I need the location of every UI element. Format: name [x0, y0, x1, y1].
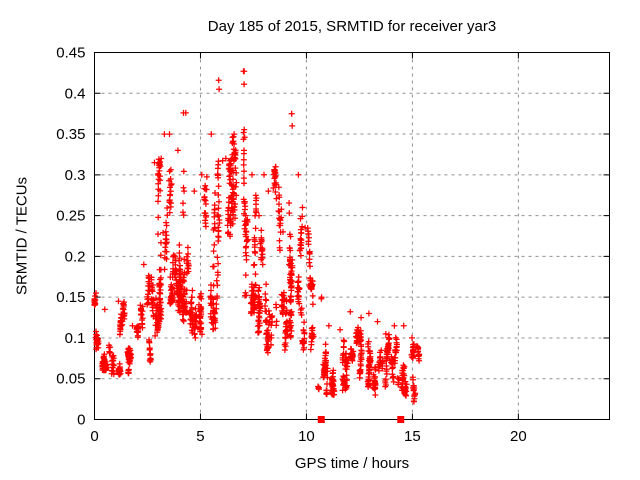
y-tick-label: 0.05 [56, 371, 85, 388]
x-tick-label: 10 [298, 428, 315, 445]
y-tick-label: 0.35 [56, 126, 85, 143]
y-tick-label: 0.4 [65, 85, 86, 102]
y-tick-label: 0.1 [65, 330, 86, 347]
grid-lines [94, 52, 610, 420]
y-tick-label: 0.15 [56, 289, 85, 306]
y-tick-label: 0.3 [65, 167, 86, 184]
x-axis-label: GPS time / hours [294, 455, 410, 472]
zero-value-marker [317, 416, 325, 423]
data-points [91, 68, 423, 405]
x-tick-label: 5 [196, 428, 204, 445]
x-tick-label: 0 [90, 428, 98, 445]
y-tick-label: 0 [77, 412, 85, 429]
y-tick-label: 0.2 [65, 248, 86, 265]
y-axis-label: SRMTID / TECUs [13, 176, 31, 296]
plot-border [94, 52, 610, 420]
x-tick-label: 15 [404, 428, 421, 445]
y-tick-label: 0.25 [56, 208, 85, 225]
x-tick-label: 20 [510, 428, 527, 445]
zero-value-marker [397, 416, 405, 423]
chart-title: Day 185 of 2015, SRMTID for receiver yar… [207, 18, 497, 35]
y-tick-label: 0.45 [56, 45, 85, 62]
axis-ticks [94, 52, 610, 420]
